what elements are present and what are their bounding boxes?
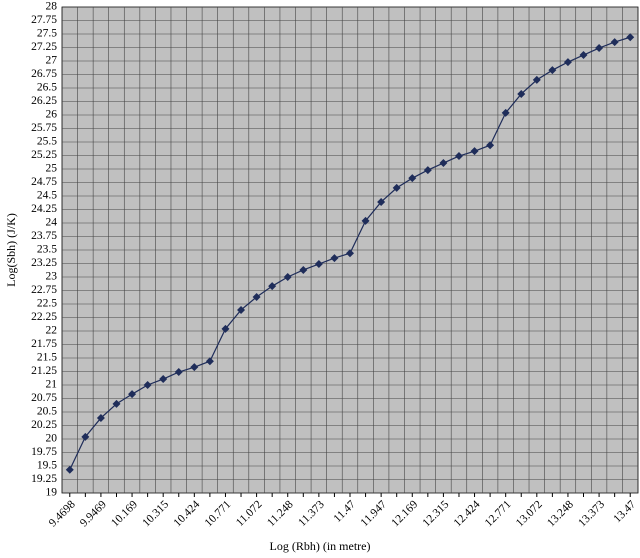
y-tick-label: 20 <box>46 433 58 445</box>
y-tick-label: 19.25 <box>31 473 57 485</box>
data-point <box>408 174 417 183</box>
y-tick-label: 24.25 <box>31 203 57 215</box>
y-tick-label: 27.25 <box>31 41 57 53</box>
y-tick-label: 22.25 <box>31 311 57 323</box>
y-tick-label: 28 <box>46 1 58 13</box>
data-point <box>205 357 214 366</box>
y-tick-label: 21.25 <box>31 365 57 377</box>
y-tick-label: 21.75 <box>31 338 57 350</box>
x-tick-label: 10.424 <box>171 498 202 529</box>
data-point <box>454 152 463 161</box>
y-tick-label: 21 <box>46 379 58 391</box>
data-point <box>439 159 448 168</box>
x-tick-label: 10.771 <box>203 498 234 529</box>
y-tick-label: 26 <box>46 109 58 121</box>
data-point <box>423 166 432 175</box>
x-tick-label: 9.4698 <box>47 498 78 529</box>
data-point <box>486 141 495 150</box>
data-point <box>626 33 635 42</box>
y-tick-label: 24.5 <box>37 190 57 202</box>
data-point <box>595 44 604 53</box>
data-point <box>96 413 105 422</box>
data-point <box>283 273 292 281</box>
x-axis-title: Log (Rbh) (in metre) <box>270 539 371 553</box>
y-tick-label: 19 <box>46 487 58 499</box>
x-tick-label: 12.424 <box>452 498 483 529</box>
x-tick-label: 11.373 <box>296 498 327 529</box>
y-tick-label: 24.75 <box>31 176 57 188</box>
x-tick-label: 11.248 <box>265 498 296 529</box>
data-point <box>143 381 152 389</box>
y-axis-title: Log(Sbh) (J/K) <box>4 213 18 287</box>
data-point <box>221 324 230 333</box>
y-tick-label: 26.5 <box>37 82 57 94</box>
data-point <box>563 58 572 67</box>
x-tick-label: 13.373 <box>576 498 607 529</box>
y-tick-label: 27.75 <box>31 14 57 26</box>
x-tick-label: 10.315 <box>140 498 171 529</box>
x-tick-label: 10.169 <box>109 498 140 529</box>
y-tick-label: 21.5 <box>37 352 57 364</box>
data-point <box>190 363 199 372</box>
y-tick-label: 23.25 <box>31 257 57 269</box>
data-point <box>128 390 137 399</box>
data-point <box>268 282 277 291</box>
y-tick-label: 25.25 <box>31 149 57 161</box>
y-tick-label: 20.25 <box>31 419 57 431</box>
x-tick-label: 12.771 <box>483 498 514 529</box>
y-tick-label: 25.75 <box>31 122 57 134</box>
data-point <box>252 292 261 301</box>
y-tick-label: 23.5 <box>37 244 57 256</box>
data-point <box>470 147 479 156</box>
y-tick-label: 23.75 <box>31 230 57 242</box>
y-tick-label: 24 <box>46 217 58 229</box>
y-tick-label: 27 <box>46 55 58 67</box>
data-point <box>361 216 370 225</box>
x-tick-label: 11.47 <box>332 498 359 525</box>
x-tick-label: 12.315 <box>421 498 452 529</box>
x-tick-label: 13.072 <box>514 498 545 529</box>
y-tick-label: 22.5 <box>37 298 57 310</box>
data-point <box>112 399 121 408</box>
data-point <box>81 432 90 441</box>
y-tick-label: 22 <box>46 325 58 337</box>
y-tick-label: 19.5 <box>37 460 57 472</box>
x-tick-label: 9.9469 <box>78 498 109 529</box>
y-tick-label: 22.75 <box>31 284 57 296</box>
y-tick-label: 20.75 <box>31 392 57 404</box>
x-tick-label: 11.072 <box>234 498 265 529</box>
x-tick-label: 13.248 <box>545 498 576 529</box>
data-point <box>237 305 246 314</box>
data-point <box>174 368 183 377</box>
data-point <box>330 254 339 263</box>
y-tick-label: 27.5 <box>37 28 57 40</box>
data-point <box>159 375 168 384</box>
y-tick-label: 25.5 <box>37 136 57 148</box>
data-point <box>65 465 74 474</box>
data-point <box>501 108 510 117</box>
y-tick-label: 25 <box>46 163 58 175</box>
y-tick-label: 26.25 <box>31 95 57 107</box>
data-point <box>392 183 401 192</box>
data-point <box>532 75 541 84</box>
y-tick-label: 23 <box>46 271 58 283</box>
data-point <box>299 265 308 274</box>
data-point <box>377 197 386 206</box>
data-point <box>346 249 354 258</box>
data-point <box>548 66 557 75</box>
x-tick-label: 11.947 <box>359 498 390 529</box>
data-point <box>517 89 526 98</box>
y-tick-label: 19.75 <box>31 446 57 458</box>
x-tick-label: 13.47 <box>611 498 638 525</box>
data-point <box>579 51 588 60</box>
data-point <box>314 260 323 269</box>
x-tick-label: 12.169 <box>389 498 420 529</box>
y-tick-label: 20.5 <box>37 406 57 418</box>
y-tick-label: 26.75 <box>31 68 57 80</box>
data-point <box>610 38 619 47</box>
